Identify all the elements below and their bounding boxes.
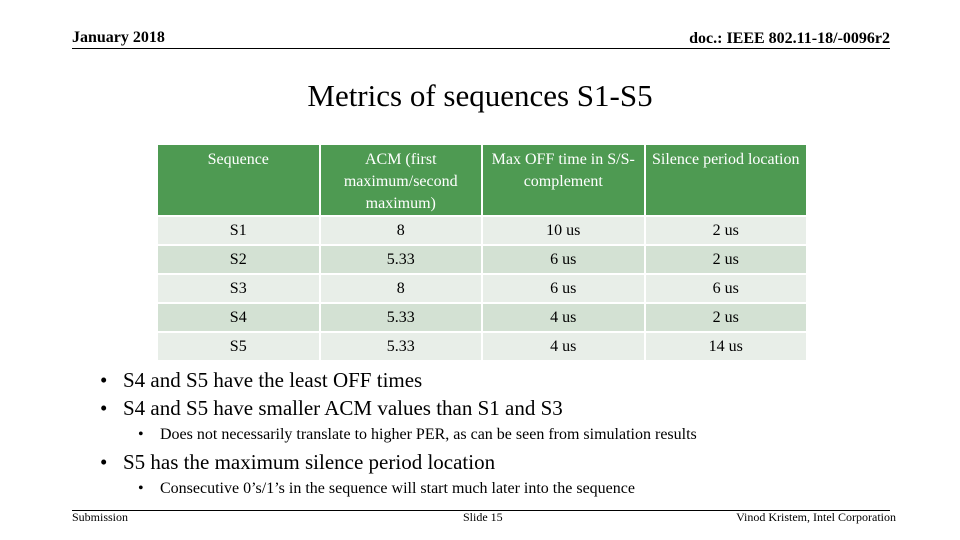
bullet: S5 has the maximum silence period locati…: [100, 448, 940, 476]
bullet-list: S4 and S5 have the least OFF timesS4 and…: [100, 366, 940, 502]
table-cell: 8: [320, 275, 481, 302]
column-header: Sequence: [158, 145, 319, 215]
table-cell: 10 us: [483, 217, 644, 244]
header-row: Sequence ACM (first maximum/second maximu…: [158, 145, 806, 215]
table-cell: 5.33: [320, 246, 481, 273]
table-body: S1 8 10 us 2 us S2 5.33 6 us 2 us S3 8 6 us 6 us S4 5…: [158, 217, 806, 360]
table-row: S1 8 10 us 2 us: [158, 217, 806, 244]
table-cell: 2 us: [645, 304, 806, 331]
table-cell: 4 us: [483, 304, 644, 331]
table-cell: 4 us: [483, 333, 644, 360]
table-cell: 5.33: [320, 333, 481, 360]
metrics-table: Sequence ACM (first maximum/second maximu…: [156, 143, 808, 362]
column-header: Silence period location: [645, 145, 806, 215]
table-cell: 5.33: [320, 304, 481, 331]
table-cell: S2: [158, 246, 319, 273]
column-header: ACM (first maximum/second maximum): [320, 145, 481, 215]
table-cell: S5: [158, 333, 319, 360]
table-row: S3 8 6 us 6 us: [158, 275, 806, 302]
table-cell: S4: [158, 304, 319, 331]
sub-bullet: Consecutive 0’s/1’s in the sequence will…: [100, 476, 940, 502]
table-cell: 2 us: [645, 217, 806, 244]
footer-left: Submission: [72, 510, 129, 524]
footer-rule: [72, 510, 890, 511]
bullet: S4 and S5 have smaller ACM values than S…: [100, 394, 940, 422]
footer-center: Slide 15: [463, 510, 503, 524]
slide-title: Metrics of sequences S1-S5: [307, 78, 653, 113]
bullet: S4 and S5 have the least OFF times: [100, 366, 940, 394]
table-cell: 6 us: [483, 275, 644, 302]
table-row: S5 5.33 4 us 14 us: [158, 333, 806, 360]
table-cell: 6 us: [645, 275, 806, 302]
table-row: S4 5.33 4 us 2 us: [158, 304, 806, 331]
table-cell: 6 us: [483, 246, 644, 273]
table-row: S2 5.33 6 us 2 us: [158, 246, 806, 273]
table-cell: 14 us: [645, 333, 806, 360]
header-date: January 2018: [72, 29, 165, 46]
column-header: Max OFF time in S/S-complement: [483, 145, 644, 215]
header-doc: doc.: IEEE 802.11-18/-0096r2: [689, 30, 890, 47]
table-cell: S3: [158, 275, 319, 302]
table-cell: 2 us: [645, 246, 806, 273]
table-cell: S1: [158, 217, 319, 244]
sub-bullet: Does not necessarily translate to higher…: [100, 422, 940, 448]
header-rule: [72, 48, 890, 49]
footer-right: Vinod Kristem, Intel Corporation: [736, 510, 896, 524]
table-cell: 8: [320, 217, 481, 244]
